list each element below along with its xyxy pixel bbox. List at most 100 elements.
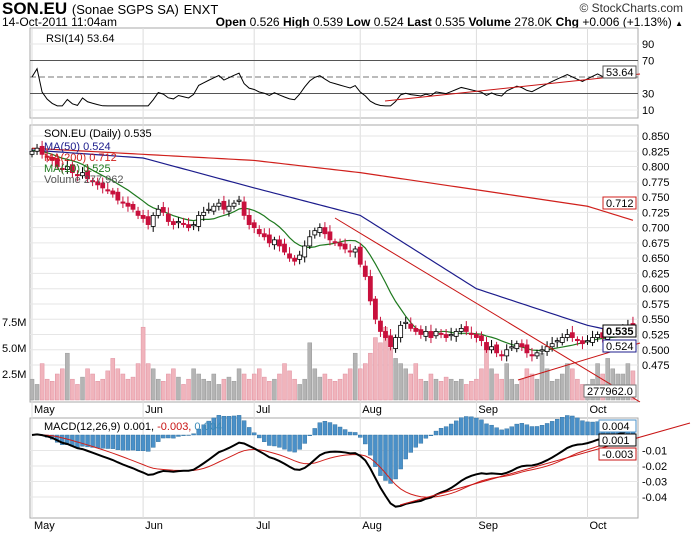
candle-body	[393, 337, 399, 349]
candlestick	[297, 250, 303, 265]
macd-histogram-bar	[221, 415, 227, 436]
candlestick	[206, 202, 212, 214]
candlestick	[504, 344, 510, 362]
volume-bar	[524, 368, 530, 401]
macd-histogram-bar	[580, 420, 585, 436]
candlestick	[201, 206, 207, 221]
volume-bar	[166, 373, 171, 401]
candlestick	[388, 329, 393, 351]
macd-histogram-bar	[110, 434, 116, 449]
candle-body	[580, 340, 585, 345]
candlestick	[150, 212, 156, 232]
macd-histogram-bar	[438, 427, 444, 436]
macd-histogram-bar	[60, 434, 65, 445]
macd-histogram-bar	[292, 434, 297, 453]
volume-bar	[39, 363, 45, 401]
macd-histogram-bar	[322, 420, 328, 436]
candlestick	[575, 336, 580, 346]
candle-body	[418, 329, 424, 335]
candlestick	[241, 196, 247, 220]
volume-bar	[312, 368, 318, 401]
volume-bar	[251, 373, 257, 401]
macd-histogram-bar	[337, 426, 343, 436]
macd-histogram-bar	[241, 420, 247, 436]
open-value: 0.526	[249, 15, 280, 29]
volume-bar	[49, 381, 55, 401]
candle-body	[282, 243, 287, 253]
candle-body	[226, 205, 232, 212]
macd-histogram-bar	[231, 415, 237, 436]
volume-bar	[292, 378, 297, 401]
ma50-value-tag: 0.524	[606, 341, 634, 353]
candlestick	[438, 329, 444, 339]
volume-bar	[95, 381, 100, 401]
macd-signal-line	[31, 434, 634, 498]
candlestick	[266, 228, 272, 248]
macd-histogram-bar	[555, 419, 560, 436]
rsi-line	[31, 66, 634, 107]
volume-bar	[302, 378, 307, 401]
candle-body	[499, 354, 505, 357]
volume-bar	[443, 376, 449, 401]
macd-histogram-bar	[176, 434, 181, 437]
macd-histogram-bar	[312, 428, 317, 436]
macd-histogram-bar	[262, 434, 267, 442]
candlestick	[362, 260, 368, 281]
candle-body	[181, 222, 186, 225]
volume-bar	[70, 378, 75, 401]
volume-value: 278.0K	[514, 15, 553, 29]
volume-bar	[418, 378, 424, 401]
volume-bar	[196, 373, 201, 401]
volume-bar	[216, 384, 222, 401]
candle-body	[312, 230, 318, 236]
price-tick-label: 0.825	[642, 146, 670, 158]
month-label: May	[34, 404, 55, 416]
volume-bar	[565, 363, 570, 401]
macd-line	[31, 428, 634, 508]
volume-bar	[509, 378, 514, 401]
candlestick	[125, 196, 131, 212]
volume-bar	[241, 373, 247, 401]
macd-histogram-bar	[95, 434, 100, 449]
month-label: Sep	[478, 520, 498, 532]
month-label: Jul	[256, 404, 270, 416]
macd-histogram-bar	[570, 415, 575, 436]
candlestick	[585, 335, 590, 345]
candle-body	[590, 337, 595, 343]
candlestick	[130, 201, 136, 213]
month-label: Aug	[362, 404, 382, 416]
price-tick-label: 0.600	[642, 284, 670, 296]
copyright: © StockCharts.com	[579, 1, 683, 15]
rsi-value-tag: 53.64	[606, 67, 634, 79]
volume-bar	[181, 384, 186, 401]
volume-bar	[625, 363, 631, 401]
candle-body	[140, 215, 146, 219]
macd-tick-label: -0.03	[642, 477, 667, 489]
macd-histogram-bar	[342, 429, 348, 436]
candlestick	[473, 331, 479, 343]
macd-histogram-bar	[408, 434, 413, 453]
macd-histogram-bar	[363, 434, 368, 445]
volume-bar	[413, 363, 419, 401]
candle-body	[49, 156, 55, 161]
candle-body	[115, 191, 121, 201]
volume-bar	[65, 352, 70, 401]
volume-bar	[211, 373, 217, 401]
macd-histogram-bar	[519, 423, 525, 436]
volume-bar	[539, 352, 545, 401]
company-name: (Sonae SGPS SA)	[71, 2, 179, 17]
price-tick-label: 0.800	[642, 162, 670, 174]
low-value: 0.524	[373, 15, 404, 29]
last-value: 0.535	[435, 15, 466, 29]
macd-histogram-bar	[226, 416, 232, 436]
rsi-tick-label: 10	[642, 105, 654, 117]
macd-histogram-bar	[398, 434, 403, 470]
panel-frame-0	[29, 27, 639, 119]
candlestick	[85, 164, 90, 183]
rsi-trendline	[384, 73, 641, 102]
month-label: Jun	[145, 520, 163, 532]
volume-bar	[140, 326, 146, 401]
macd-histogram-bar	[529, 426, 535, 436]
macd-histogram-bar	[504, 428, 509, 436]
macd-histogram-bar	[196, 428, 201, 436]
